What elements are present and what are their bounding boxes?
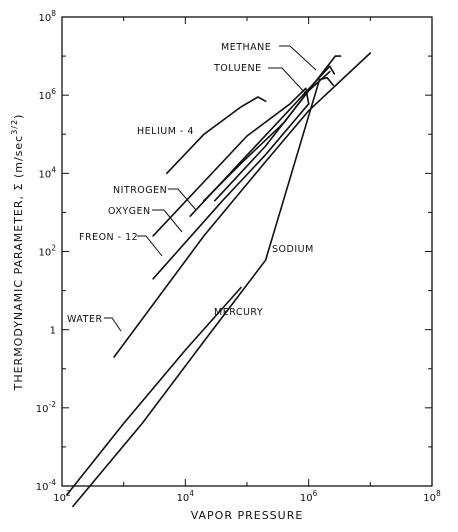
y-tick-label: 1 [50, 326, 56, 337]
series-label-oxygen: OXYGEN [108, 206, 151, 217]
series-line-oxygen [152, 87, 310, 237]
x-tick-label: 104 [177, 489, 195, 504]
series-line-nitrogen [189, 65, 336, 217]
series-label-freon-12: FREON - 12 [79, 232, 138, 243]
axis-ticks [61, 16, 433, 487]
series-line-mercury [66, 286, 242, 496]
x-tick-label: 102 [53, 489, 71, 504]
series-label-methane: METHANE [221, 42, 271, 53]
series-label-sodium: SODIUM [272, 244, 314, 255]
x-tick-label: 106 [300, 489, 318, 504]
series-line-freon-12 [152, 103, 310, 280]
y-tick-label: 10-4 [36, 478, 56, 493]
y-tick-label: 104 [38, 165, 56, 180]
leader-line-water [104, 317, 122, 332]
leader-line-freon-12 [137, 235, 163, 257]
leader-line-oxygen [152, 209, 183, 233]
series-line-sodium [72, 76, 335, 508]
series-line-toluene [214, 70, 331, 202]
series-lines [66, 52, 372, 508]
series-label-helium-4: HELIUM - 4 [137, 126, 194, 137]
leader-line-nitrogen [168, 188, 197, 211]
y-tick-label: 10-2 [36, 400, 56, 415]
series-label-water: WATER [67, 314, 103, 325]
y-tick-label: 108 [38, 9, 56, 24]
series-label-toluene: TOLUENE [213, 63, 262, 74]
tick-labels: 102 104 106 108 10-4 10-2 1 102 104 106 108 [36, 9, 441, 504]
plot-frame [61, 16, 433, 487]
series-line-water [113, 52, 372, 358]
series-label-mercury: MERCURY [214, 307, 263, 318]
series-line-helium-4 [166, 96, 267, 175]
y-tick-label: 106 [38, 87, 56, 102]
series-labels: HELIUM - 4 METHANE TOLUENE NITROGEN OXYGEN FR… [67, 42, 317, 332]
x-tick-label: 108 [423, 489, 441, 504]
y-tick-label: 102 [38, 244, 56, 259]
leader-line-toluene [268, 67, 308, 96]
y-axis-title: THERMODYNAMIC PARAMETER, Σ (m/sec3/2) [10, 114, 25, 392]
x-axis-title: VAPOR PRESSURE [191, 509, 304, 522]
leader-line-methane [279, 45, 317, 71]
series-label-nitrogen: NITROGEN [113, 185, 167, 196]
